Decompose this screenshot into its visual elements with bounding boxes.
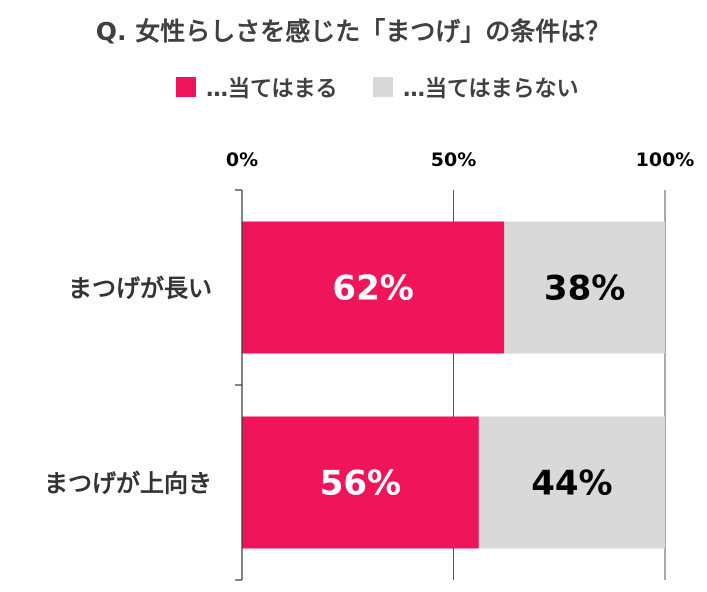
y-axis [235, 189, 243, 581]
legend-label: …当てはまる [206, 77, 338, 102]
category-label: まつげが長い [68, 275, 212, 303]
bar-segment [478, 416, 665, 549]
chart-title: Q. 女性らしさを感じた「まつげ」の条件は？ [96, 17, 610, 46]
x-tick-labels: 0% 50% 100% [226, 149, 694, 171]
bar-segment [242, 221, 505, 354]
data-label: 38% [544, 269, 625, 309]
bars: 62% 38% 56% 44% [242, 221, 665, 549]
bar-segment [504, 221, 665, 354]
legend-label: …当てはまらない [403, 77, 579, 102]
x-tick-label: 50% [431, 149, 476, 171]
legend-swatch [373, 77, 393, 97]
legend: …当てはまる …当てはまらない [176, 77, 579, 102]
x-tick-label: 0% [226, 149, 258, 171]
legend-swatch [176, 77, 196, 97]
data-label: 62% [332, 269, 413, 309]
data-label: 56% [320, 464, 401, 504]
x-tick-label: 100% [636, 149, 695, 171]
bar-segment [242, 416, 479, 549]
category-label: まつげが上向き [44, 470, 212, 498]
data-label: 44% [531, 464, 612, 504]
